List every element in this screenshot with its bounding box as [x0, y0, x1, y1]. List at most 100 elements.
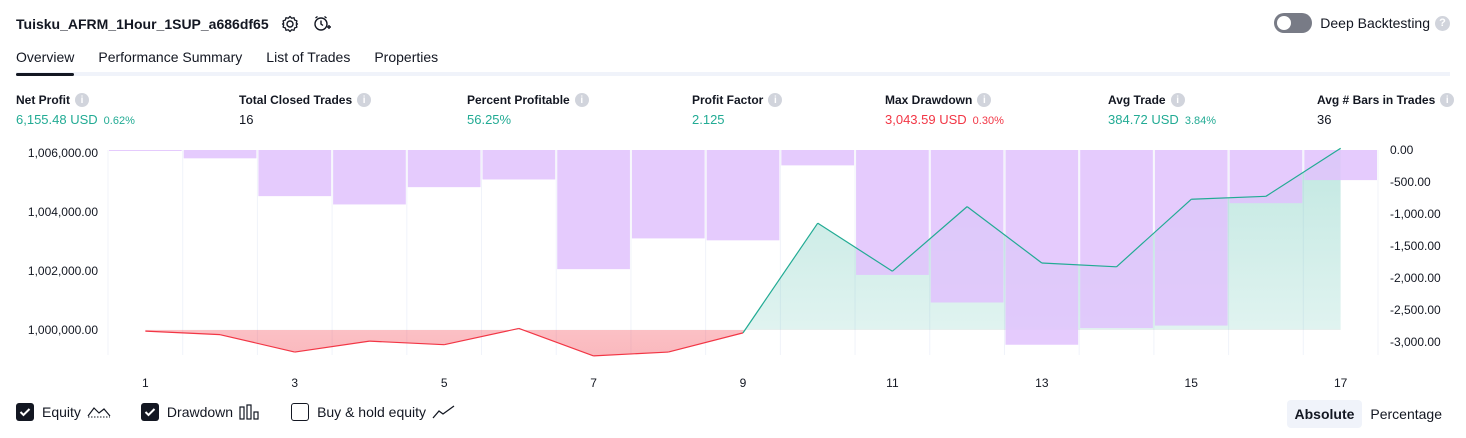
left-axis-tick: 1,000,000.00: [28, 323, 98, 337]
drawdown-bar: [1304, 150, 1377, 181]
metric-value: 56.25%: [467, 112, 512, 127]
toggle-knob: [1277, 16, 1292, 30]
x-axis-tick: 7: [590, 376, 597, 390]
x-axis-tick: 9: [740, 376, 747, 390]
equity-chart: 1,006,000.00 1,004,000.00 1,002,000.00 1,00…: [28, 143, 1441, 390]
metric-avg-trade: Avg Trade i 384.72 USD 3.84%: [1108, 93, 1216, 127]
drawdown-bar: [258, 150, 332, 197]
left-axis-labels: 1,006,000.00 1,004,000.00 1,002,000.00 1,00…: [28, 146, 98, 337]
right-axis-tick: -2,000.00: [1390, 271, 1441, 285]
equity-checkbox[interactable]: [16, 403, 34, 421]
x-axis-tick: 13: [1035, 376, 1049, 390]
legend-label: Equity: [42, 404, 81, 420]
drawdown-bar: [1154, 150, 1228, 326]
metric-percent: 0.30%: [972, 115, 1004, 127]
metric-label: Total Closed Trades: [239, 93, 353, 107]
report-tabs: Overview Performance Summary List of Tra…: [16, 46, 1450, 76]
metric-net-profit: Net Profit i 6,155.48 USD 0.62%: [16, 93, 135, 127]
x-axis-tick: 15: [1185, 376, 1199, 390]
drawdown-bar: [631, 150, 705, 239]
help-icon[interactable]: i: [357, 93, 372, 107]
tab-performance-summary[interactable]: Performance Summary: [98, 49, 243, 65]
drawdown-bar: [706, 150, 780, 241]
equity-line-icon: [87, 404, 111, 420]
add-alert-icon[interactable]: [311, 13, 333, 35]
metric-value: 3,043.59 USD: [885, 112, 967, 127]
right-axis-tick: -500.00: [1390, 175, 1431, 189]
loss-area: [145, 329, 746, 356]
drawdown-bar: [1005, 150, 1079, 345]
metric-label: Net Profit: [16, 93, 70, 107]
deep-backtesting-toggle[interactable]: [1274, 13, 1313, 33]
help-icon[interactable]: i: [1440, 93, 1455, 107]
buy-hold-line-icon: [432, 404, 456, 420]
drawdown-bar: [1080, 150, 1153, 329]
drawdown-bar: [781, 150, 855, 166]
metric-label: Avg # Bars in Trades: [1317, 93, 1436, 107]
metric-value: 36: [1317, 112, 1332, 127]
help-icon[interactable]: i: [768, 93, 783, 107]
left-axis-tick: 1,006,000.00: [28, 146, 98, 160]
metrics-row: Net Profit i 6,155.48 USD 0.62% Total Clos…: [16, 93, 1455, 133]
equity-segment: [444, 327, 520, 346]
drawdown-bar: [183, 150, 257, 159]
drawdown-bar: [109, 150, 182, 151]
metric-percent: 3.84%: [1184, 115, 1217, 127]
equity-segment: [219, 334, 295, 353]
scale-toggle: Absolute Percentage: [1286, 400, 1451, 428]
metric-label: Percent Profitable: [467, 93, 570, 107]
drawdown-bar: [557, 150, 630, 270]
metric-label: Avg Trade: [1108, 93, 1166, 107]
left-axis-tick: 1,002,000.00: [28, 264, 98, 278]
help-icon[interactable]: i: [1170, 93, 1185, 107]
legend-buy-hold[interactable]: Buy & hold equity: [291, 403, 456, 421]
chart-legend: Equity Drawdown Buy & hold equity: [16, 403, 486, 421]
help-icon[interactable]: i: [977, 93, 992, 107]
equity-segment: [294, 340, 370, 353]
x-axis-tick: 1: [142, 376, 149, 390]
metric-profit-factor: Profit Factor i 2.125: [692, 93, 783, 127]
metric-label: Profit Factor: [692, 93, 764, 107]
x-axis-tick: 3: [291, 376, 298, 390]
drawdown-bar: [333, 150, 406, 205]
metric-value: 384.72 USD: [1108, 112, 1179, 127]
equity-segment: [369, 340, 445, 346]
absolute-button[interactable]: Absolute: [1286, 400, 1363, 428]
metric-max-drawdown: Max Drawdown i 3,043.59 USD 0.30%: [885, 93, 1004, 127]
drawdown-bar: [856, 150, 929, 275]
tab-list-of-trades[interactable]: List of Trades: [266, 49, 351, 65]
drawdown-bar: [407, 150, 481, 188]
metric-value: 16: [239, 112, 254, 127]
drawdown-bars-icon: [239, 404, 261, 420]
tab-overview[interactable]: Overview: [16, 46, 75, 76]
legend-label: Drawdown: [166, 404, 234, 420]
tab-properties[interactable]: Properties: [374, 49, 439, 65]
x-axis-tick: 5: [441, 376, 448, 390]
right-axis-tick: -1,500.00: [1390, 239, 1441, 253]
buy-hold-checkbox[interactable]: [291, 403, 310, 421]
drawdown-checkbox[interactable]: [140, 403, 159, 421]
equity-segment: [1191, 195, 1266, 200]
equity-segment: [966, 206, 1043, 264]
metric-percent-profitable: Percent Profitable i 56.25%: [467, 93, 589, 127]
legend-drawdown[interactable]: Drawdown: [140, 403, 261, 421]
right-axis-tick: -3,000.00: [1390, 335, 1441, 349]
drawdown-bar: [482, 150, 556, 180]
metric-total-closed-trades: Total Closed Trades i 16: [239, 93, 372, 127]
help-icon[interactable]: i: [574, 93, 589, 107]
gear-icon[interactable]: [279, 13, 301, 35]
metric-label: Max Drawdown: [885, 93, 973, 107]
metric-percent: 0.62%: [103, 115, 135, 127]
equity-segment: [1041, 262, 1117, 268]
equity-segment: [817, 222, 893, 272]
equity-segment: [145, 330, 221, 336]
help-icon[interactable]: ?: [1435, 15, 1450, 31]
report-header: Tuisku_AFRM_1Hour_1SUP_a686df65: [16, 14, 333, 34]
help-icon[interactable]: i: [75, 93, 89, 107]
left-axis-tick: 1,004,000.00: [28, 205, 98, 219]
metric-value: 6,155.48 USD: [16, 112, 98, 127]
x-axis-tick: 17: [1334, 376, 1348, 390]
drawdown-bar: [930, 150, 1004, 303]
percentage-button[interactable]: Percentage: [1370, 406, 1442, 422]
legend-equity[interactable]: Equity: [16, 403, 111, 421]
